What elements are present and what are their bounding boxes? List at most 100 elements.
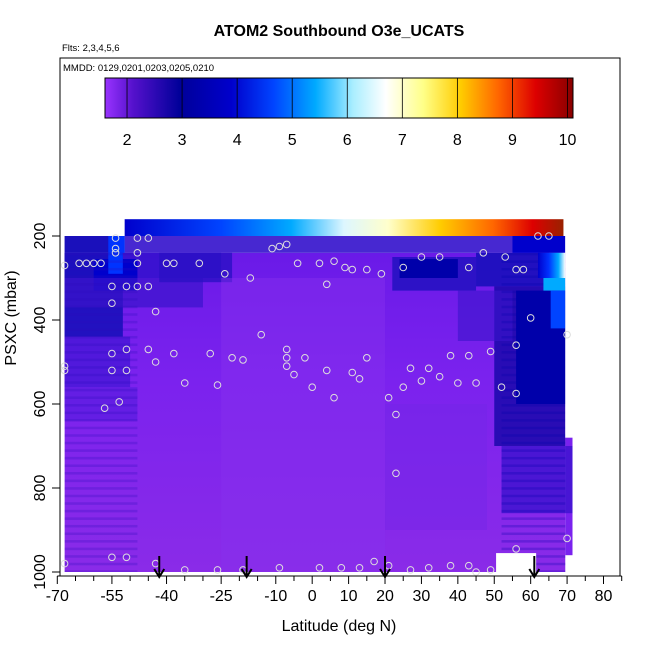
- sample-point: [464, 263, 473, 272]
- sample-point: [512, 341, 520, 350]
- sample-point: [501, 253, 509, 261]
- heatmap-cell: [501, 404, 566, 407]
- heatmap-cell: [64, 275, 138, 278]
- sample-point: [133, 249, 142, 257]
- heatmap-cell: [501, 479, 566, 483]
- sample-point: [144, 345, 153, 354]
- heatmap-cell: [543, 278, 566, 291]
- heatmap-cell: [64, 381, 138, 384]
- sample-point: [417, 377, 426, 385]
- sample-point: [144, 234, 153, 242]
- sample-point: [111, 249, 120, 257]
- heatmap-cell: [64, 335, 138, 339]
- sample-point: [424, 564, 433, 572]
- heatmap-cell: [501, 540, 566, 543]
- sample-point: [133, 234, 142, 242]
- x-tick-label: -25: [210, 588, 233, 605]
- heatmap-cell: [64, 434, 138, 437]
- x-tick-label: 10: [340, 588, 358, 605]
- sample-point: [472, 568, 480, 576]
- heatmap-cell: [64, 562, 138, 566]
- heatmap-cell: [550, 290, 566, 329]
- heatmap-cell: [64, 252, 138, 256]
- heatmap-cell: [501, 434, 566, 437]
- x-tick-label: 50: [485, 588, 503, 605]
- heatmap-cell: [64, 441, 138, 445]
- x-tick-label: 40: [449, 588, 467, 605]
- heatmap-cell: [501, 441, 566, 445]
- sample-point: [100, 404, 109, 413]
- heatmap-cell: [501, 547, 566, 551]
- heatmap-cell: [64, 487, 138, 490]
- colorbar-tick-label: 4: [233, 132, 242, 149]
- sample-point: [111, 244, 120, 253]
- heatmap-cell: [64, 260, 138, 263]
- heatmap-cell: [108, 236, 125, 253]
- heatmap-cell: [512, 236, 566, 253]
- sample-point: [170, 259, 178, 268]
- sample-point: [512, 545, 520, 553]
- heatmap-cell: [501, 358, 566, 362]
- x-tick-label: 30: [413, 588, 431, 605]
- heatmap-cell: [64, 267, 138, 271]
- sample-point: [370, 557, 378, 566]
- sample-point: [213, 566, 222, 574]
- sample-point: [337, 564, 346, 572]
- heatmap-cell: [501, 532, 566, 536]
- sample-point: [228, 354, 236, 362]
- profile-arrow: [528, 556, 541, 579]
- sample-point: [315, 564, 324, 572]
- heatmap-cell: [64, 547, 138, 551]
- heatmap-cell: [501, 351, 566, 354]
- x-tick-label: 20: [376, 588, 394, 605]
- heatmap-cell: [501, 396, 566, 399]
- heatmap-cell: [501, 517, 566, 520]
- sample-point: [322, 366, 331, 375]
- heatmap-cell: [64, 517, 138, 520]
- heatmap-cell: [64, 373, 138, 377]
- sample-point: [144, 282, 153, 291]
- sample-point: [392, 469, 400, 478]
- heatmap-cell: [501, 381, 566, 384]
- heatmap-gap: [496, 553, 537, 576]
- sample-point: [330, 393, 338, 402]
- sample-point: [89, 259, 98, 268]
- chart-subtitle-flights: Flts: 2,3,4,5,6: [62, 43, 120, 54]
- heatmap-cell: [64, 456, 138, 460]
- chart-title: ATOM2 Southbound O3e_UCATS: [214, 23, 465, 40]
- sample-point: [301, 354, 309, 362]
- x-tick-label: 80: [595, 588, 613, 605]
- sample-point: [170, 349, 178, 358]
- sample-point: [60, 559, 69, 568]
- profile-arrow: [240, 556, 253, 579]
- colorbar-tick-label: 6: [343, 132, 352, 149]
- sample-point: [282, 345, 291, 354]
- heatmap-cell: [501, 290, 566, 294]
- x-axis: -70 -55 -40 -25 -10 0 10 20 30 40 50 60 70 80: [46, 575, 623, 605]
- sample-point: [417, 253, 426, 261]
- colorbar-gradient: [105, 78, 573, 118]
- sample-point: [180, 379, 189, 387]
- sample-point: [348, 368, 357, 377]
- sample-point: [363, 265, 371, 274]
- heatmap-cell: [385, 404, 487, 530]
- sample-point: [246, 274, 255, 282]
- heatmap-cell: [399, 259, 458, 278]
- sample-point: [108, 299, 116, 308]
- sample-point: [446, 351, 455, 360]
- heatmap-cell: [501, 411, 566, 415]
- x-tick-label: 60: [522, 588, 540, 605]
- colorbar-tick-label: 5: [288, 132, 297, 149]
- heatmap-cell: [501, 373, 566, 377]
- sample-point: [108, 349, 116, 358]
- sample-point: [162, 259, 171, 268]
- sample-point: [60, 362, 69, 371]
- sample-point: [563, 330, 571, 339]
- heatmap-cell: [501, 487, 566, 490]
- heatmap-cell: [64, 426, 138, 430]
- colorbar-ticks: 2 3 4 5 6 7 8 9 10: [123, 132, 577, 149]
- sample-points: [60, 232, 571, 576]
- heatmap-cell: [64, 298, 138, 301]
- heatmap-cell: [64, 336, 131, 388]
- sample-point: [282, 240, 291, 249]
